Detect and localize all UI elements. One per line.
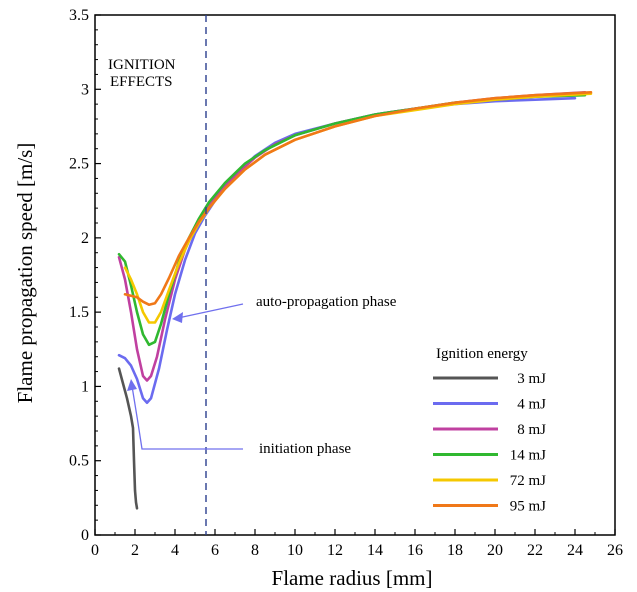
legend-label: 14 mJ [510,448,546,464]
x-tick-label: 8 [251,542,259,559]
series-line-72-mj [123,92,593,324]
y-axis-title: Flame propagation speed [m/s] [13,143,37,404]
x-tick-label: 6 [211,542,219,559]
legend-label: 8 mJ [517,422,546,438]
series-line-3-mj [117,367,139,510]
y-tick-label: 1.5 [69,304,89,321]
ignition-effects-label-line1: IGNITION [108,57,176,73]
initiation-label: initiation phase [259,441,351,457]
series-line-95-mj [123,91,593,307]
series-layer [117,91,593,510]
x-tick-label: 10 [287,542,303,559]
x-tick-label: 26 [607,542,623,559]
y-tick-label: 3 [81,81,89,98]
y-tick-label: 2 [81,230,89,247]
y-tick-label: 2.5 [69,156,89,173]
initiation-arrow [127,379,243,450]
auto-propagation-arrow [172,303,244,323]
y-tick-label: 3.5 [69,7,89,24]
x-tick-label: 20 [487,542,503,559]
auto-propagation-label: auto-propagation phase [256,294,397,310]
y-tick-label: 1 [81,378,89,395]
x-tick-label: 22 [527,542,543,559]
legend-title: Ignition energy [436,346,528,362]
ignition-effects-label-line2: EFFECTS [110,74,173,90]
x-tick-label: 0 [91,542,99,559]
y-tick-label: 0 [81,527,89,544]
x-axis-title: Flame radius [mm] [272,566,433,590]
legend-label: 4 mJ [517,397,546,413]
x-tick-label: 24 [567,542,583,559]
x-tick-label: 18 [447,542,463,559]
x-tick-label: 12 [327,542,343,559]
x-tick-label: 4 [171,542,179,559]
x-tick-label: 16 [407,542,423,559]
legend: Ignition energy 3 mJ 4 mJ 8 mJ 14 mJ 72 mJ 95… [433,346,546,515]
x-tick-label: 14 [367,542,383,559]
legend-label: 3 mJ [517,371,546,387]
legend-label: 72 mJ [510,473,546,489]
legend-label: 95 mJ [510,499,546,515]
x-tick-label: 2 [131,542,139,559]
y-tick-label: 0.5 [69,453,89,470]
